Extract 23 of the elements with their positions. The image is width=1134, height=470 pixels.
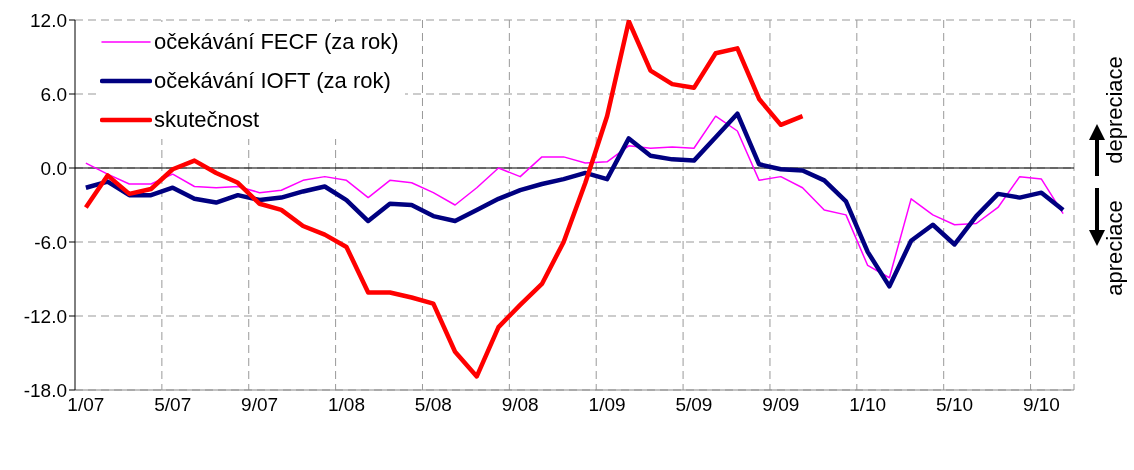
- y-tick-label: -6.0: [34, 231, 67, 253]
- x-tick-label: 1/08: [327, 394, 365, 416]
- legend-label: skutečnost: [154, 106, 260, 134]
- y-tick-label: -12.0: [23, 305, 67, 327]
- text: depreciace: [1102, 56, 1128, 164]
- x-tick-label: 9/08: [501, 394, 539, 416]
- x-tick-label: 1/09: [588, 394, 626, 416]
- x-tick-label: 5/08: [414, 394, 452, 416]
- text: apreciace: [1102, 200, 1128, 296]
- x-tick-label: 9/10: [1022, 394, 1060, 416]
- y-tick-label: -18.0: [23, 379, 67, 401]
- legend-label: očekávání IOFT (za rok): [154, 67, 391, 95]
- x-tick-label: 5/07: [154, 394, 192, 416]
- x-tick-label: 5/09: [675, 394, 713, 416]
- x-tick-label: 1/07: [67, 394, 105, 416]
- x-tick-label: 1/10: [849, 394, 887, 416]
- y-tick-label: 0.0: [40, 157, 67, 179]
- x-tick-label: 9/07: [241, 394, 279, 416]
- x-tick-label: 5/10: [936, 394, 974, 416]
- y-tick-label: 6.0: [40, 83, 67, 105]
- x-tick-label: 9/09: [762, 394, 800, 416]
- y-tick-label: 12.0: [30, 9, 67, 31]
- legend-label: očekávání FECF (za rok): [154, 28, 399, 56]
